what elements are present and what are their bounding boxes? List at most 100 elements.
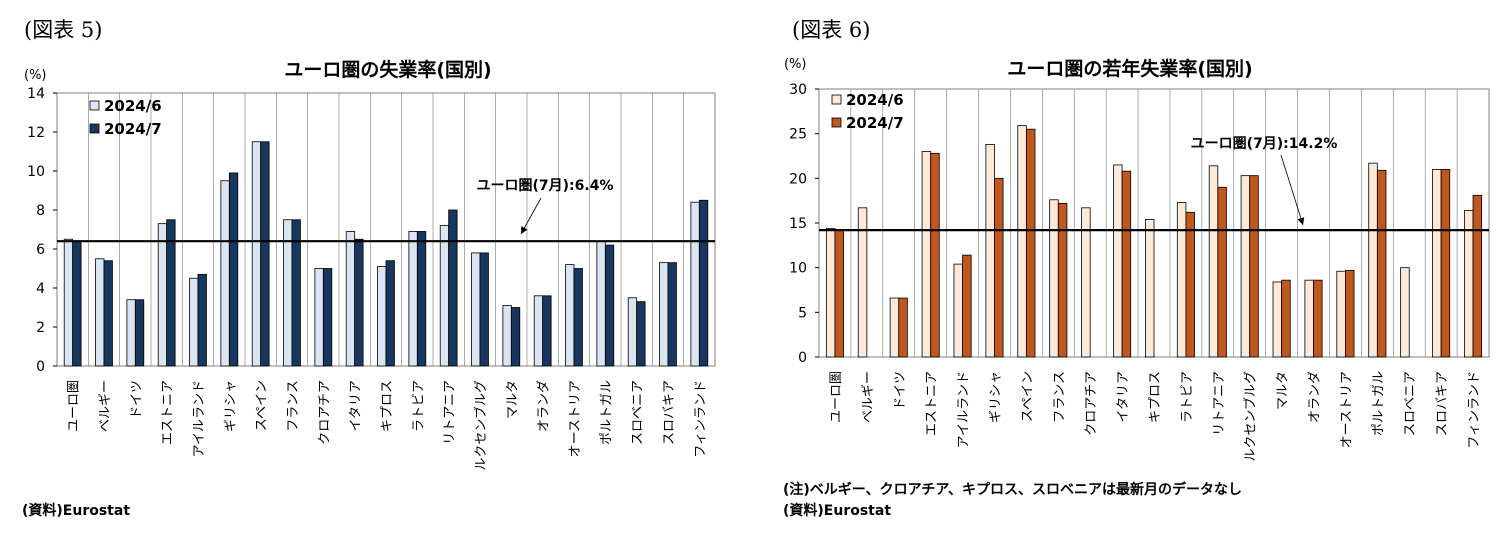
x-tick-label: アイルランド	[957, 371, 972, 448]
legend-swatch	[831, 117, 842, 128]
y-tick-label: 10	[789, 261, 807, 277]
bar-jun	[126, 299, 136, 367]
y-axis-unit-label: (%)	[784, 57, 807, 72]
bar-jun	[825, 227, 836, 358]
bar-jul	[994, 177, 1004, 358]
y-axis-unit-label: (%)	[24, 68, 47, 83]
bar-jun	[220, 180, 230, 367]
bar-jun	[408, 231, 418, 367]
bar-jul	[134, 299, 145, 367]
x-tick-label: オーストリア	[1339, 371, 1354, 448]
chart-title: ユーロ圏の失業率(国別)	[284, 58, 491, 81]
bar-jul	[385, 260, 395, 367]
bar-jul	[962, 254, 972, 358]
bar-jun	[953, 263, 963, 358]
bar-jun	[889, 297, 900, 358]
bar-jul	[1249, 175, 1259, 358]
y-tick-label: 20	[789, 171, 807, 187]
x-tick-label: ギリシャ	[223, 380, 238, 432]
bar-jun	[921, 151, 932, 358]
x-tick-label: エストニア	[161, 380, 176, 445]
bar-jun	[1336, 270, 1346, 358]
x-tick-label: マルタ	[505, 380, 520, 419]
bar-jul	[1025, 128, 1036, 358]
bar-jun	[1464, 210, 1474, 358]
bar-jul	[103, 260, 113, 367]
y-tick-label: 14	[27, 86, 45, 102]
bar-jun	[314, 268, 324, 367]
bar-jul	[667, 262, 677, 367]
bar-jun	[1432, 168, 1442, 358]
bar-jun	[1304, 279, 1314, 358]
bar-jul	[1217, 186, 1227, 358]
x-tick-label: マルタ	[1276, 371, 1291, 410]
x-tick-label: ポルトガル	[1371, 371, 1386, 436]
bar-jun	[659, 262, 669, 367]
bar-jul	[1313, 279, 1323, 358]
x-tick-label: ドイツ	[129, 380, 144, 419]
figure-6-panel: (図表 6) ユーロ圏の若年失業率(国別) (%) 0 5 10 15 20 25 30 ユーロ圏…	[756, 0, 1512, 539]
x-tick-label: イタリア	[1116, 371, 1131, 422]
bar-jul	[416, 231, 427, 367]
legend-label: 2024/6	[104, 97, 162, 115]
x-tick-label: ドイツ	[893, 371, 908, 410]
bar-jun	[627, 297, 638, 367]
youth-unemployment-rate-chart: ユーロ圏の若年失業率(国別) (%) 0 5 10 15 20 25 30 ユーロ圏 ベルギー ドイツ…	[784, 57, 1490, 462]
x-tick-label: ルクセンブルグ	[1243, 371, 1259, 462]
bar-jul	[1057, 202, 1068, 358]
bar-jul	[291, 219, 301, 367]
bar-jul	[898, 297, 908, 358]
x-tick-label: キプロス	[380, 380, 395, 432]
y-tick-label: 4	[36, 281, 45, 297]
bar-jun	[95, 258, 105, 367]
y-tick-label: 15	[789, 216, 807, 232]
y-tick-label: 0	[798, 350, 807, 366]
x-tick-label: スロベニア	[631, 380, 646, 445]
x-tick-label: ラトビア	[1180, 371, 1195, 423]
arrow-head	[1297, 217, 1305, 225]
bar-jul	[636, 301, 646, 367]
bar-jul	[1376, 169, 1387, 358]
bar-jul	[1185, 211, 1195, 358]
y-tick-label: 10	[27, 164, 45, 180]
bar-jun	[439, 225, 450, 367]
figure-5-panel: (図表 5) ユーロ圏の失業率(国別) (%) 0 2 4 6 8 10 12 14 ユーロ圏 ベルギ…	[22, 18, 716, 519]
bar-jul	[448, 209, 458, 367]
x-tick-label: フランス	[286, 380, 301, 432]
y-tick-label: 12	[27, 125, 45, 141]
bar-jul	[542, 295, 552, 367]
x-tick-label: スロバキア	[662, 380, 677, 445]
x-tick-label: フィンランド	[1467, 371, 1482, 449]
bar-jun	[251, 141, 262, 367]
reference-line-label: ユーロ圏(7月):6.4%	[477, 178, 614, 194]
bar-jun	[1272, 281, 1283, 358]
bar-jul	[1121, 170, 1132, 358]
figure-label: (図表 5)	[24, 18, 103, 42]
bar-jun	[985, 143, 995, 358]
x-tick-label: スロバキア	[1435, 371, 1450, 436]
bar-jul	[573, 268, 583, 367]
x-tick-label: クロアチア	[317, 380, 332, 445]
y-tick-label: 6	[36, 242, 45, 258]
x-tick-label: クロアチア	[1084, 371, 1099, 436]
y-tick-label: 25	[789, 127, 807, 143]
bar-jun	[857, 207, 868, 358]
y-tick-label: 5	[798, 305, 807, 321]
bar-jun	[1400, 267, 1410, 358]
legend-label: 2024/7	[104, 120, 162, 138]
x-tick-label: ポルトガル	[599, 380, 614, 445]
x-tick-label: ユーロ圏	[829, 371, 844, 423]
x-tick-label: ベルギー	[861, 371, 876, 423]
bar-jun	[377, 266, 387, 367]
bar-jun	[1176, 202, 1187, 358]
y-tick-label: 2	[36, 320, 45, 336]
bar-jun	[345, 231, 356, 367]
bar-jul	[1472, 194, 1483, 358]
bar-jun	[1081, 207, 1091, 358]
x-tick-label: ベルギー	[98, 380, 113, 432]
figure-label: (図表 6)	[792, 18, 871, 42]
bar-jul	[834, 229, 844, 358]
bar-jul	[698, 199, 709, 367]
bar-jun	[565, 264, 575, 367]
y-tick-label: 0	[36, 359, 45, 375]
